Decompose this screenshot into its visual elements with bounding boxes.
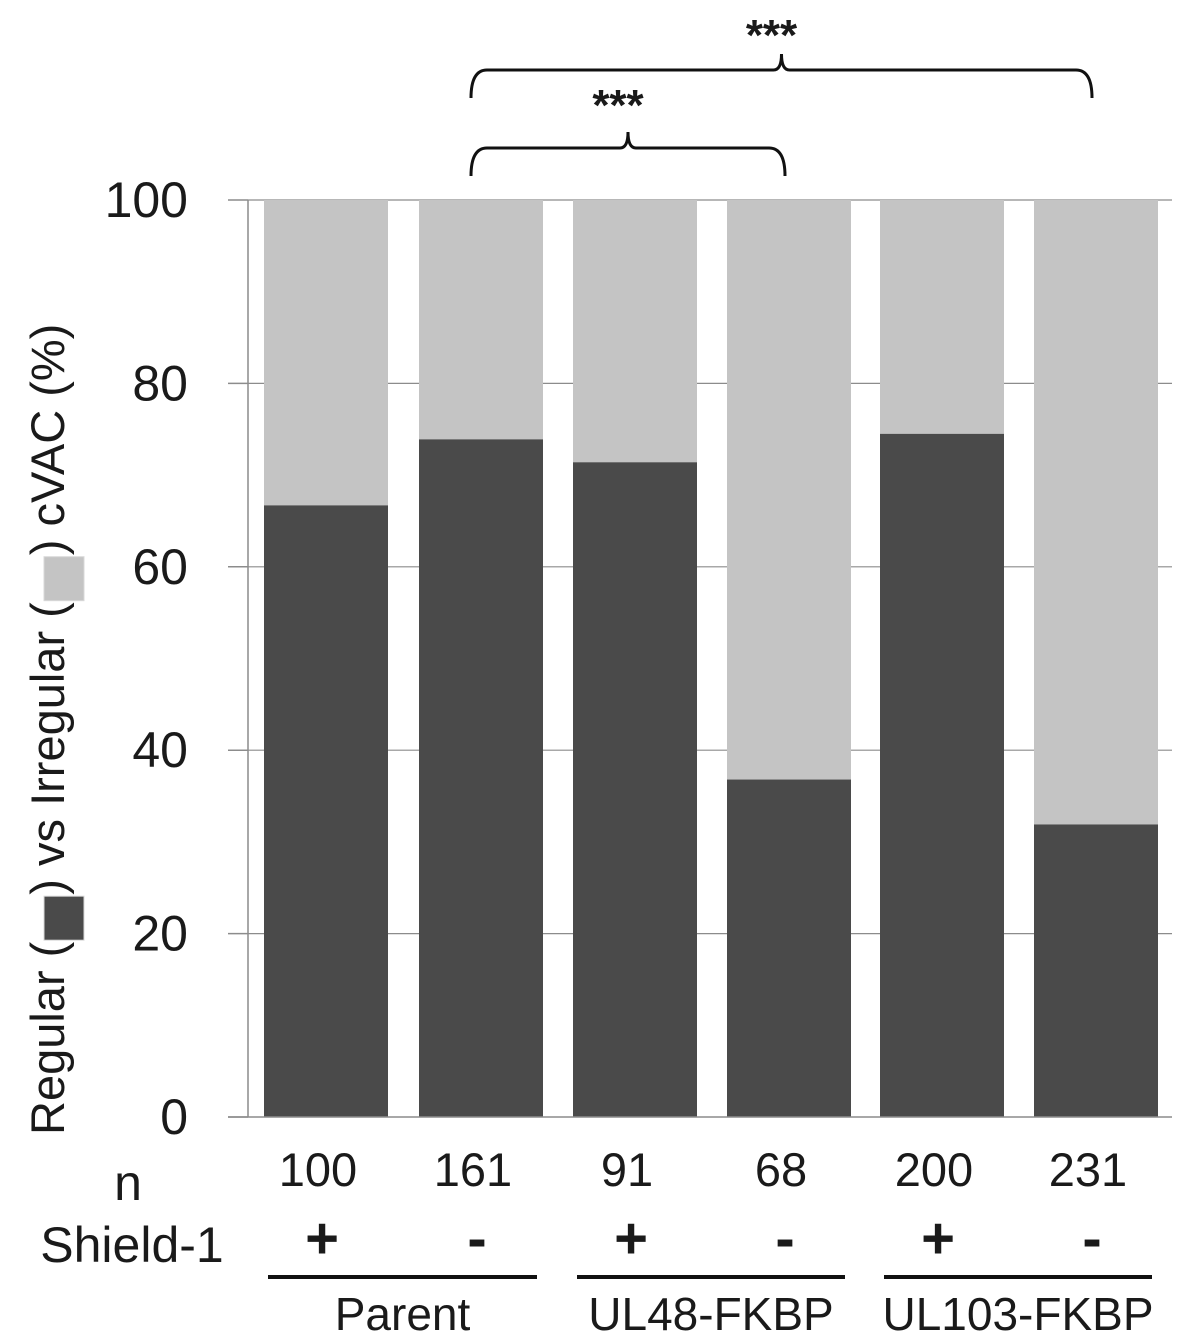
y-tick-label: 20	[132, 906, 188, 962]
bar-regular	[1034, 824, 1158, 1117]
significance-bracket	[469, 131, 787, 177]
bar-regular	[727, 779, 851, 1117]
group-label: Parent	[335, 1288, 471, 1335]
n-value: 200	[895, 1143, 973, 1196]
significance-brackets: *** ***	[469, 11, 1094, 177]
n-value: 231	[1049, 1143, 1127, 1196]
group-label: UL103-FKBP	[882, 1288, 1153, 1335]
bar-irregular	[880, 200, 1004, 434]
n-value: 161	[434, 1143, 512, 1196]
legend-swatch-irregular	[43, 556, 85, 602]
shield-value: +	[921, 1206, 955, 1271]
bar-irregular	[727, 200, 851, 780]
bar-labels: n Shield-1 100 +161 - 91 +68 - 200 +231 - Parent UL4…	[40, 1143, 1153, 1335]
bar-regular	[880, 433, 1004, 1118]
n-value: 91	[601, 1143, 653, 1196]
legend-swatch-regular	[43, 895, 85, 941]
n-value: 100	[279, 1143, 357, 1196]
significance-bracket	[469, 53, 1094, 99]
y-tick-label: 80	[132, 355, 188, 411]
y-axis-label-part-end: ) cVAC (%)	[21, 324, 74, 556]
gridlines	[248, 199, 1172, 935]
shield-value: -	[467, 1206, 486, 1271]
bar-irregular	[1034, 200, 1158, 825]
bar-irregular	[419, 200, 543, 440]
y-tick-label: 100	[105, 172, 188, 228]
significance-label: ***	[746, 11, 798, 60]
bar-irregular	[264, 200, 388, 506]
axes: 0 20 40 60 80 100 Regular ( ) vs Irregular ( )…	[21, 172, 1172, 1145]
y-tick-label: 0	[160, 1089, 188, 1145]
bar-regular	[264, 505, 388, 1118]
bar-regular	[419, 439, 543, 1117]
y-tick-label: 60	[132, 539, 188, 595]
y-axis-label-part-regular: Regular (	[21, 941, 74, 1135]
group-label: UL48-FKBP	[588, 1288, 833, 1335]
shield-value: -	[775, 1206, 794, 1271]
significance-label: ***	[592, 81, 644, 130]
bar-irregular	[573, 200, 697, 463]
y-axis-label: Regular ( ) vs Irregular ( ) cVAC (%)	[21, 324, 74, 1135]
y-axis-label-part-middle: ) vs Irregular (	[21, 602, 74, 895]
shield-value: +	[614, 1206, 648, 1271]
shield-value: -	[1082, 1206, 1101, 1271]
y-tick-label: 40	[132, 722, 188, 778]
shield-row-label: Shield-1	[40, 1217, 223, 1273]
n-value: 68	[755, 1143, 807, 1196]
shield-value: +	[305, 1206, 339, 1271]
bars	[264, 200, 1158, 1118]
n-row-label: n	[114, 1155, 142, 1211]
bar-regular	[573, 462, 697, 1118]
